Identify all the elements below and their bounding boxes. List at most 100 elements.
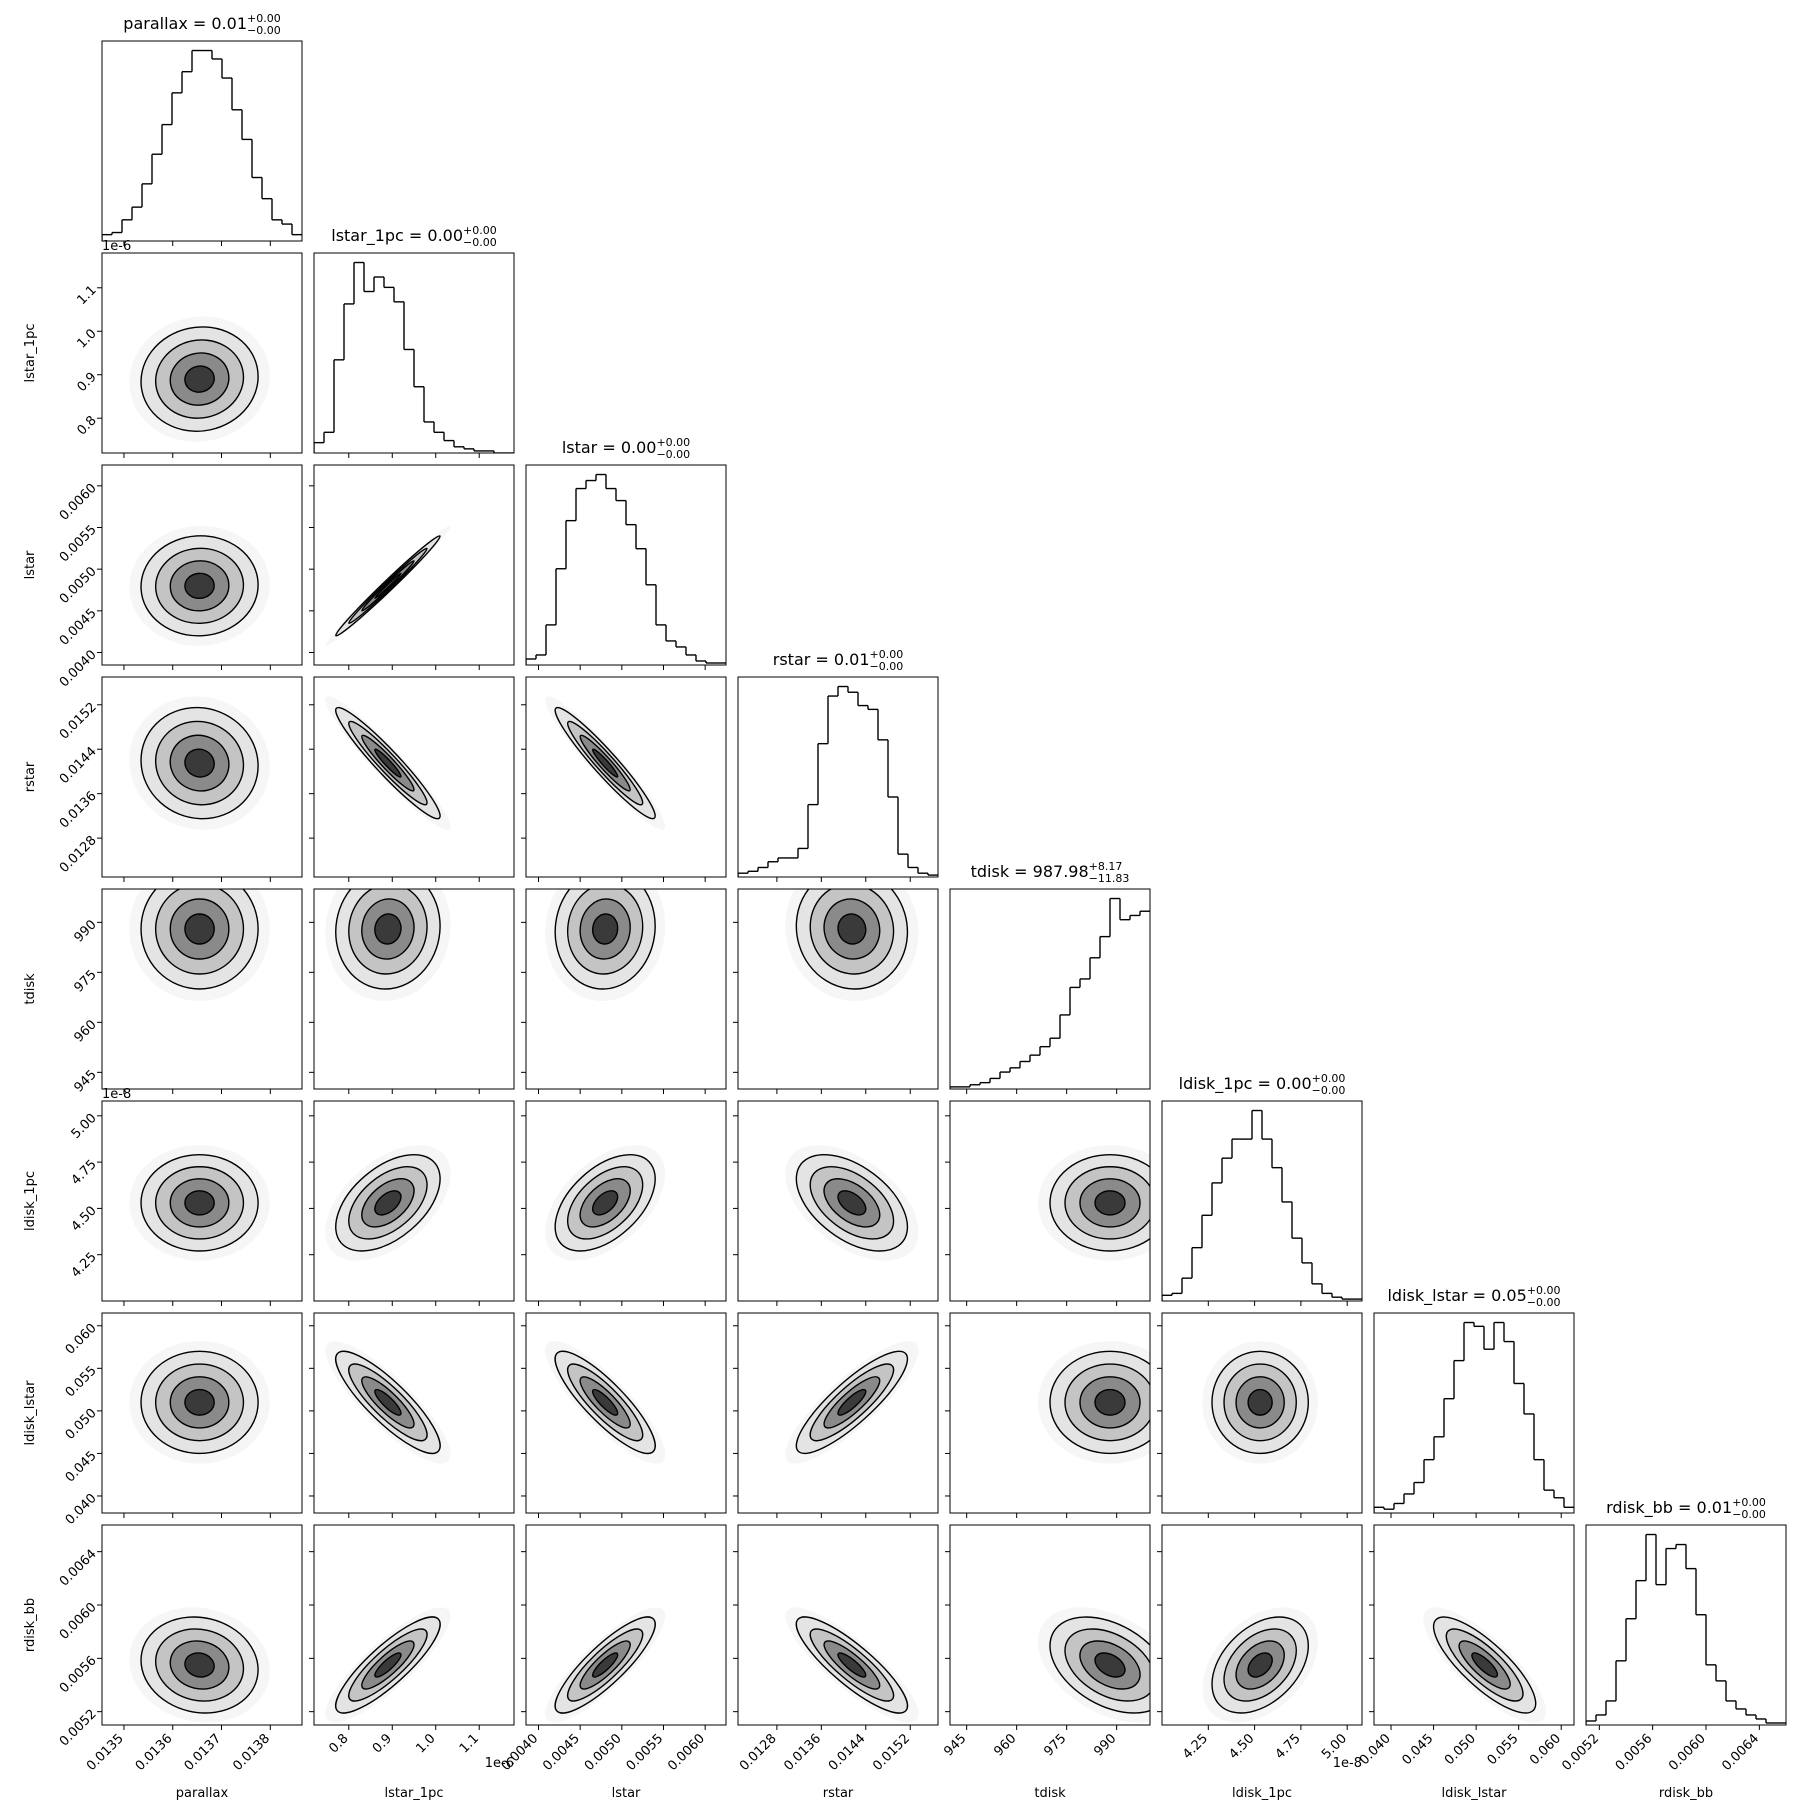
panel: 945 960 975 990 [71, 888, 303, 1096]
panel-title: ldisk_lstar = 0.05+0.00 −0.00 [1387, 1284, 1560, 1309]
panel [733, 888, 939, 1094]
title-upper: +0.00 [1732, 1496, 1766, 1509]
title-lower: −11.83 [1089, 872, 1130, 885]
x-axis-label: tdisk [1034, 1786, 1066, 1801]
x-tick-label: 0.0137 [182, 1731, 225, 1774]
panel: 945 960 975 990 [941, 1524, 1151, 1759]
y-tick-label: 0.0040 [57, 648, 100, 691]
panel: 0.0135 0.0136 0.0137 0.0138 0.0052 0.0056 0.00… [57, 1524, 303, 1774]
panel-content [1162, 1109, 1362, 1301]
panel-frame [949, 1312, 1151, 1514]
title-upper: +0.00 [870, 648, 904, 661]
y-tick-label: 0.8 [74, 413, 99, 438]
panel-content [950, 897, 1150, 1089]
panel: 0.0052 0.0056 0.0060 0.0064 [1559, 1524, 1787, 1774]
panel-content [129, 1145, 270, 1261]
panel-frame [313, 1100, 515, 1302]
panel-content [785, 1145, 919, 1261]
panel-title: ldisk_1pc = 0.00+0.00 −0.00 [1179, 1072, 1346, 1097]
panel-frame [737, 888, 939, 1090]
title-upper: +8.17 [1089, 860, 1123, 873]
title-text: rdisk_bb = 0.01 [1606, 1498, 1732, 1518]
panel-content [314, 261, 514, 453]
title-upper: +0.00 [1312, 1072, 1346, 1085]
x-axis-label: lstar_1pc [385, 1786, 444, 1801]
title-lower: −0.00 [1527, 1296, 1561, 1309]
x-tick-label: 0.0064 [1719, 1731, 1762, 1774]
panel-frame [525, 464, 727, 666]
panel-content [545, 696, 666, 830]
y-axis-label: ldisk_lstar [23, 1380, 38, 1446]
x-tick-label: 975 [1041, 1731, 1069, 1759]
panel: 0.8 0.9 1.0 1.1 [74, 252, 303, 458]
contour [1471, 1652, 1499, 1678]
panel-frame [737, 1312, 939, 1514]
panel-content [325, 1341, 451, 1464]
y-tick-label: 0.0045 [57, 606, 100, 649]
y-offset-label: 1e-8 [102, 1087, 131, 1102]
panel-frame [313, 464, 515, 666]
x-tick-label: 0.0136 [781, 1731, 824, 1774]
y-axis-label: lstar [23, 550, 38, 579]
panel [313, 252, 515, 458]
panel-content [785, 1607, 919, 1723]
panel-content [325, 525, 451, 646]
contour [591, 1652, 619, 1678]
x-offset-label: 1e-8 [1333, 1756, 1362, 1771]
contour [184, 572, 215, 600]
title-upper: +0.00 [1527, 1284, 1561, 1297]
x-tick-label: 0.0060 [1666, 1731, 1709, 1774]
x-axis-label: parallax [176, 1786, 229, 1801]
contour [374, 1190, 402, 1216]
panel-frame [101, 676, 303, 878]
y-tick-label: 0.0052 [57, 1707, 100, 1750]
x-tick-label: 0.0135 [84, 1731, 127, 1774]
x-axis-label: ldisk_1pc [1232, 1786, 1292, 1801]
panel-content [1202, 1607, 1318, 1723]
y-tick-label: 4.50 [69, 1203, 100, 1234]
panel-content [1038, 1341, 1150, 1464]
x-tick-label: 945 [941, 1731, 969, 1759]
y-tick-label: 0.060 [63, 1321, 100, 1358]
panel-content [545, 1145, 666, 1261]
panel-frame [101, 40, 303, 242]
x-tick-label: 0.0144 [826, 1731, 869, 1774]
title-lower: −0.00 [870, 660, 904, 673]
panel: 4.254.504.755.00 [69, 1100, 303, 1306]
panel-frame [525, 1524, 727, 1726]
panel [525, 464, 727, 670]
contour [591, 913, 619, 945]
x-tick-label: 0.0152 [870, 1731, 913, 1774]
y-tick-label: 0.9 [74, 370, 99, 395]
y-tick-label: 4.75 [69, 1157, 100, 1188]
panel [1373, 1312, 1575, 1518]
contour [1247, 1388, 1273, 1416]
x-tick-label: 0.0050 [582, 1731, 625, 1774]
x-tick-label: 4.75 [1273, 1731, 1304, 1762]
panel [309, 676, 515, 882]
title-text: parallax = 0.01 [123, 14, 247, 33]
title-text: rstar = 0.01 [773, 650, 870, 669]
y-tick-label: 0.0050 [57, 564, 100, 607]
panel [309, 464, 515, 670]
y-tick-label: 1.1 [74, 283, 99, 308]
panel [309, 1100, 515, 1306]
title-upper: +0.00 [463, 224, 497, 237]
contour [374, 572, 402, 600]
panel [101, 40, 303, 246]
contour [374, 1388, 402, 1416]
contour [184, 1388, 215, 1416]
panel-frame [101, 1100, 303, 1302]
title-text: tdisk = 987.98 [971, 862, 1089, 881]
panel [945, 1100, 1151, 1306]
contour [374, 748, 402, 778]
panel-frame [737, 676, 939, 878]
title-lower: −0.00 [247, 24, 281, 37]
panel-frame [101, 252, 303, 454]
x-tick-label: 0.8 [326, 1731, 351, 1756]
